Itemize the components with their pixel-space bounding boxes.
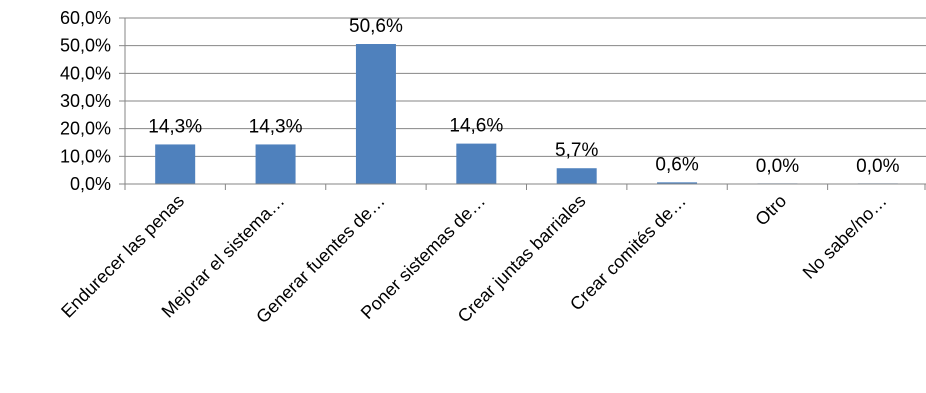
y-tick-label: 20,0%	[60, 119, 111, 139]
y-tick-label: 50,0%	[60, 36, 111, 56]
x-axis	[124, 183, 926, 190]
y-tick-label: 30,0%	[60, 91, 111, 111]
data-labels: 14,3% 14,3% 50,6% 14,6% 5,7% 0,6% 0,0% 0,0%	[148, 16, 899, 177]
bars	[155, 44, 898, 184]
bar	[657, 182, 698, 184]
y-tick-label: 0,0%	[70, 174, 111, 194]
bar	[456, 143, 497, 184]
data-label: 14,3%	[249, 116, 303, 137]
data-label: 5,7%	[555, 140, 598, 161]
category-label: Otro	[751, 191, 790, 230]
bar	[355, 44, 396, 184]
bar	[155, 144, 196, 184]
y-tick-label: 10,0%	[60, 146, 111, 166]
y-axis-ticks: 0,0% 10,0% 20,0% 30,0% 40,0% 50,0% 60,0%	[60, 8, 126, 194]
category-label: No sabe/no…	[799, 191, 891, 283]
data-label: 0,0%	[756, 156, 799, 177]
data-label: 14,6%	[449, 116, 503, 137]
data-label: 0,6%	[655, 154, 698, 175]
y-tick-label: 60,0%	[60, 8, 111, 28]
gridlines	[125, 17, 926, 157]
y-tick-label: 40,0%	[60, 63, 111, 83]
data-label: 50,6%	[349, 16, 403, 37]
bar	[556, 168, 597, 184]
data-label: 0,0%	[856, 156, 899, 177]
bar	[255, 144, 296, 184]
data-label: 14,3%	[148, 116, 202, 137]
